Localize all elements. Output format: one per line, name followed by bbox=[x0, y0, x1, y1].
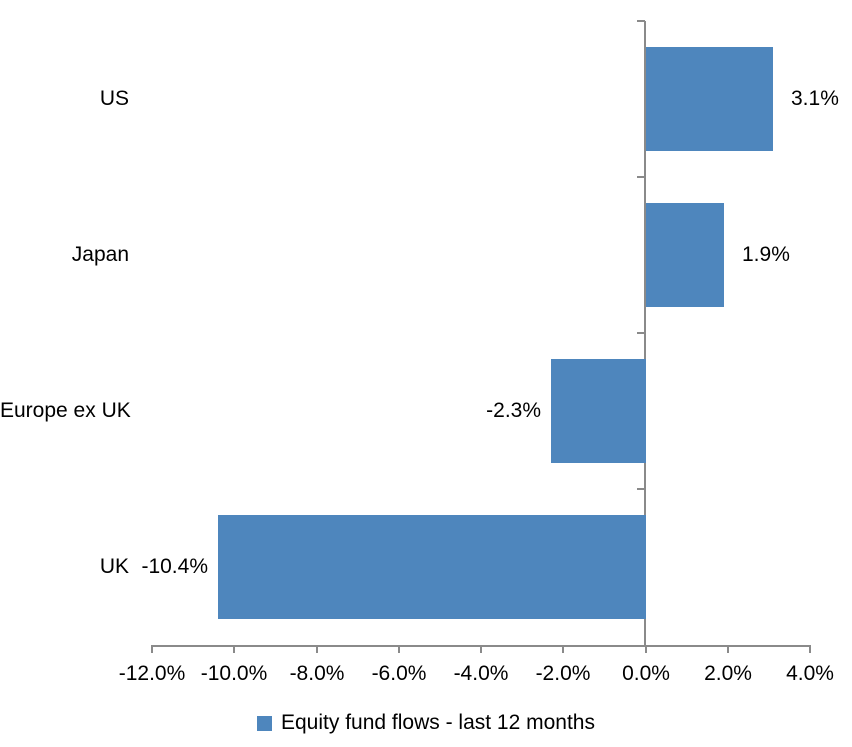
x-axis-tick bbox=[727, 645, 729, 653]
x-axis-tick-label: -10.0% bbox=[200, 662, 268, 685]
category-label: UK bbox=[99, 555, 129, 578]
category-label: US bbox=[99, 87, 129, 110]
legend: Equity fund flows - last 12 months bbox=[0, 708, 852, 738]
legend-swatch-icon bbox=[257, 715, 272, 731]
x-axis-tick bbox=[645, 645, 647, 653]
y-axis-line bbox=[644, 21, 646, 645]
bar-us bbox=[646, 47, 773, 151]
x-axis-tick bbox=[480, 645, 482, 653]
y-axis-tick bbox=[637, 20, 645, 22]
value-label: 1.9% bbox=[742, 243, 790, 266]
value-label: -10.4% bbox=[141, 555, 208, 578]
y-axis-tick bbox=[637, 332, 645, 334]
x-axis-tick-label: 4.0% bbox=[786, 662, 834, 685]
legend-label: Equity fund flows - last 12 months bbox=[281, 711, 595, 734]
x-axis-tick-label: -6.0% bbox=[371, 662, 427, 685]
x-axis-tick-label: 2.0% bbox=[704, 662, 752, 685]
bar-japan bbox=[646, 203, 724, 307]
bar-europe-ex-uk bbox=[551, 359, 646, 463]
x-axis-tick bbox=[316, 645, 318, 653]
y-axis-tick bbox=[637, 176, 645, 178]
x-axis-tick bbox=[233, 645, 235, 653]
category-label: Europe ex UK bbox=[0, 399, 131, 422]
bar-uk bbox=[218, 515, 646, 619]
x-axis-tick-label: -8.0% bbox=[289, 662, 345, 685]
category-label: Japan bbox=[71, 243, 129, 266]
x-axis-tick-label: 0.0% bbox=[622, 662, 670, 685]
y-axis-tick bbox=[637, 488, 645, 490]
x-axis-tick bbox=[398, 645, 400, 653]
x-axis-tick-label: -4.0% bbox=[453, 662, 509, 685]
x-axis-tick-label: -12.0% bbox=[118, 662, 186, 685]
x-axis-tick bbox=[809, 645, 811, 653]
value-label: -2.3% bbox=[486, 399, 541, 422]
x-axis-tick bbox=[151, 645, 153, 653]
x-axis-tick-label: -2.0% bbox=[535, 662, 591, 685]
x-axis-tick bbox=[562, 645, 564, 653]
value-label: 3.1% bbox=[791, 87, 839, 110]
